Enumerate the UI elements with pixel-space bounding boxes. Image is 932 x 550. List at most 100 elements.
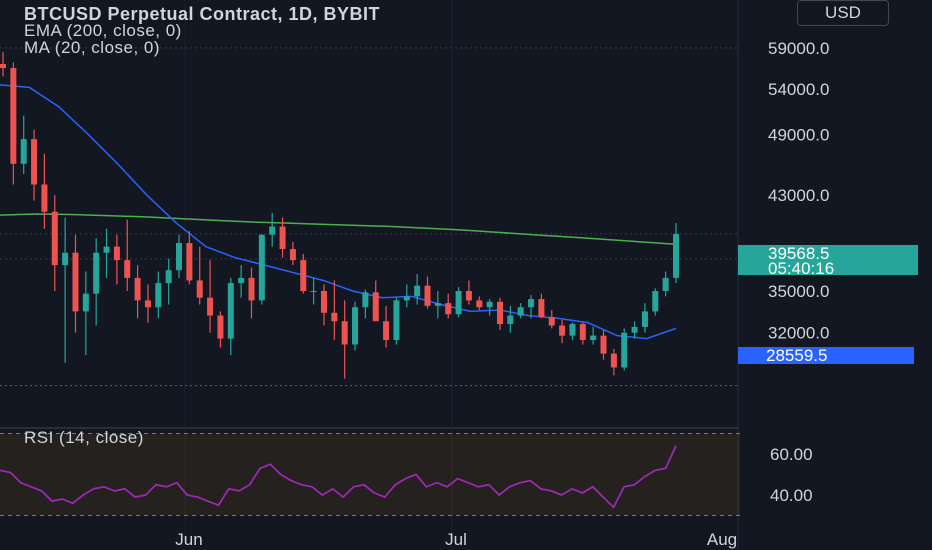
candle-body [631,326,638,333]
candle [528,295,535,319]
candle-body [20,139,27,164]
candle [465,280,472,305]
candle [548,310,555,329]
candle-body [610,353,617,368]
candle [155,271,162,319]
candle-body [548,316,555,326]
candle-body [528,299,535,308]
candle-body [352,307,359,345]
candle-body [372,292,379,322]
bar-countdown: 05:40:16 [768,259,835,278]
candle-body [600,335,607,354]
candle [289,241,296,266]
ma-20-line [0,84,677,340]
time-tick-label: Jun [175,530,202,549]
candle-body [124,260,131,278]
rsi-tick-label: 40.00 [770,486,813,505]
low-price-tag: 28559.5 [738,347,914,364]
candle [600,329,607,360]
ema-path [0,213,677,245]
candle [652,288,659,316]
candle-series [0,51,679,379]
candle-body [103,246,110,253]
candle [51,195,58,291]
candle-body [496,301,503,325]
candle [31,129,38,201]
candle [113,234,120,285]
candle-body [165,270,172,284]
candle [383,305,390,348]
candle [621,328,628,371]
candle [590,326,597,345]
rsi-tick-label: 60.00 [770,445,813,464]
candle [352,301,359,351]
candle [559,319,566,344]
candle [269,212,276,247]
candle [662,271,669,297]
price-tick-label: 43000.0 [768,186,829,205]
candle-body [279,226,286,250]
candle [393,297,400,345]
candle-body [134,277,141,301]
candle-body [476,300,483,308]
candle-body [403,296,410,301]
candle [486,299,493,316]
candle-body [445,303,452,315]
candle-body [10,68,17,164]
candle-body [113,246,120,261]
candle-body [93,252,100,294]
candle [207,260,214,333]
candle [610,349,617,376]
ema-legend[interactable]: EMA (200, close, 0) [24,21,182,40]
rsi-legend[interactable]: RSI (14, close) [24,428,144,447]
candle-body [310,291,317,292]
candle [0,51,6,77]
candle [41,153,48,229]
candle [186,231,193,285]
candle-body [569,324,576,336]
candle [196,246,203,305]
candle [165,258,172,305]
candle-body [517,307,524,316]
candle-body [424,285,431,306]
candle-body [331,312,338,322]
rsi-line [0,445,677,509]
candle-body [507,315,514,325]
candle-body [538,299,545,317]
candle-body [176,243,183,271]
candle-body [41,184,48,212]
candle [631,321,638,339]
candle [82,271,89,356]
price-tick-label: 35000.0 [768,282,829,301]
candle [414,274,421,305]
candle-body [393,300,400,341]
price-tick-label: 32000.0 [768,324,829,343]
candle [300,253,307,294]
candle [507,305,514,333]
candle-body [362,292,369,308]
candle [424,276,431,309]
candle [476,296,483,311]
candle [403,284,410,308]
candle [227,277,234,356]
ma-legend[interactable]: MA (20, close, 0) [24,38,161,57]
price-tick-label: 59000.0 [768,39,829,58]
candle-body [320,291,327,313]
candle-body [258,234,265,301]
candle-body [72,252,79,312]
candle [569,322,576,341]
candle [134,265,141,319]
candle-body [652,291,659,312]
candle-body [227,283,234,339]
candle [93,238,100,326]
chart-grid [0,0,739,550]
candle [341,300,348,379]
candle-body [673,233,679,278]
candle-body [0,63,6,69]
currency-button[interactable]: USD [797,0,889,26]
candle-body [383,321,390,341]
candle-body [579,324,586,341]
candle [320,284,327,326]
candle [434,291,441,319]
